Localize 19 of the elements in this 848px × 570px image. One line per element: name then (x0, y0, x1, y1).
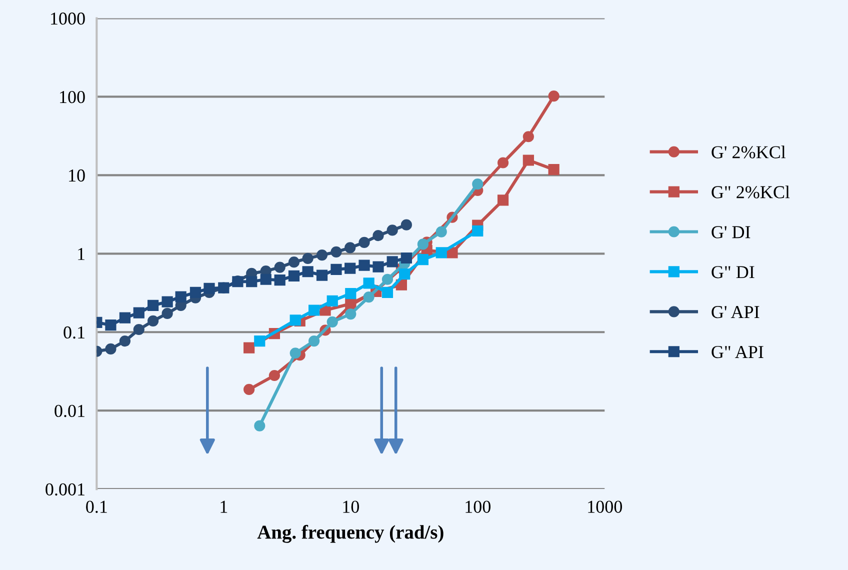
y-tick-label: 1000 (51, 12, 85, 25)
y-tick-label: 0.1 (64, 326, 84, 339)
x-axis-title: Ang. frequency (rad/s) (257, 524, 444, 543)
legend-label: G" DI (712, 266, 754, 278)
x-tick-label: 10 (343, 500, 359, 513)
legend-label: G' API (712, 306, 760, 318)
x-tick-label: 100 (466, 500, 490, 513)
legend-label: G" 2%KCl (712, 186, 790, 198)
y-tick-label: 0.01 (54, 404, 84, 418)
x-tick-label: 0.1 (86, 500, 107, 513)
y-tick-label: 100 (60, 90, 85, 104)
x-tick-label: 1 (220, 500, 228, 513)
legend-label: G' DI (712, 226, 750, 238)
x-tick-label: 1000 (588, 500, 622, 513)
y-tick-label: 1 (78, 248, 84, 260)
legend-label: G" API (712, 346, 764, 358)
y-tick-label: 10 (69, 169, 85, 182)
legend-label: G' 2%KCl (712, 146, 786, 158)
y-tick-label: 0.001 (46, 483, 84, 496)
